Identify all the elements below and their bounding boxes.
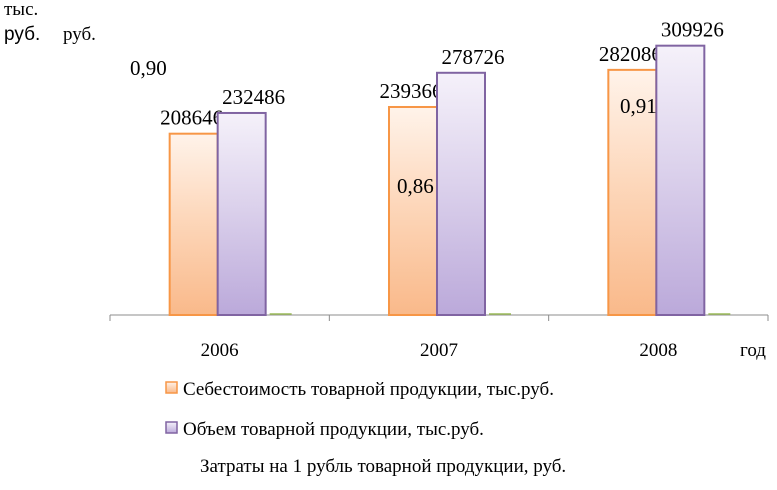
legend-label: Затраты на 1 рубль товарной продукции, р… <box>200 456 566 477</box>
x-tick-label: 2006 <box>201 340 239 361</box>
bar-cost <box>607 68 658 316</box>
legend-label: Объем товарной продукции, тыс.руб. <box>183 419 484 440</box>
data-label-cost-per-ruble: 0,91 <box>620 94 657 118</box>
data-label-cost-per-ruble: 0,86 <box>397 174 434 198</box>
x-axis-label: год <box>740 340 766 361</box>
data-label-cost-per-ruble: 0,90 <box>130 56 167 80</box>
legend: Себестоимость товарной продукции, тыс.ру… <box>165 379 566 477</box>
y-axis-label-left-line1: тыс. <box>4 0 38 20</box>
bar-cost <box>168 132 219 316</box>
legend-swatch-volume <box>165 421 178 434</box>
bar-volume <box>436 71 486 316</box>
data-label: 309926 <box>661 18 724 42</box>
data-label: 208646 <box>160 106 223 130</box>
data-label: 239366 <box>380 79 443 103</box>
data-label: 282086 <box>599 42 662 66</box>
y-axis-label-left-line2: руб. <box>4 24 40 45</box>
data-label: 278726 <box>442 45 505 69</box>
x-tick-label: 2007 <box>420 340 458 361</box>
legend-label: Себестоимость товарной продукции, тыс.ру… <box>183 379 554 400</box>
data-label: 232486 <box>222 85 285 109</box>
y-axis-label-right: руб. <box>63 24 96 45</box>
bar-volume <box>655 44 706 316</box>
bar-cost <box>388 105 438 316</box>
legend-swatch-cost <box>165 381 178 394</box>
x-tick-label: 2008 <box>639 340 677 361</box>
bar-volume <box>216 111 267 316</box>
